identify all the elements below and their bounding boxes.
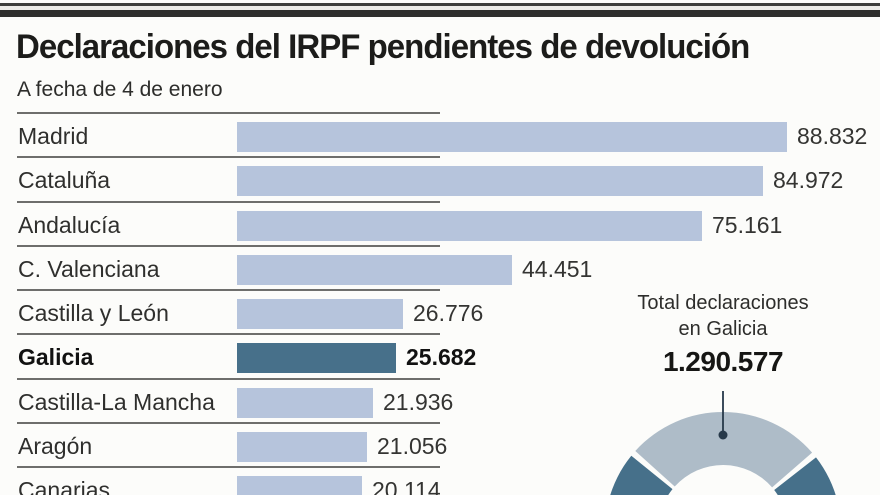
row-label: Galicia: [18, 344, 94, 370]
row-bar: [237, 166, 763, 196]
row-label: Canarias: [18, 477, 111, 495]
bar-row-arag-n: Aragón 21.056: [0, 422, 880, 466]
row-value: 25.682: [406, 344, 477, 370]
row-label: Cataluña: [18, 167, 111, 193]
row-divider: [17, 289, 440, 291]
row-bar: [237, 476, 362, 495]
total-caption-line1: Total declaraciones: [637, 292, 809, 314]
bar-row-galicia: Galicia 25.682: [0, 333, 880, 377]
row-bar: [237, 211, 702, 241]
row-value: 26.776: [413, 300, 484, 326]
row-label: Andalucía: [18, 212, 121, 238]
row-bar: [237, 343, 396, 373]
row-label: Madrid: [18, 123, 89, 149]
row-bar: [237, 388, 373, 418]
galicia-total-panel: Total declaraciones en Galicia 1.290.577: [586, 290, 860, 378]
bar-row-canarias: Canarias 20.114: [0, 466, 880, 495]
row-value: 75.161: [712, 212, 783, 238]
chart-subtitle: A fecha de 4 de enero: [17, 78, 223, 101]
total-value: 1.290.577: [662, 346, 784, 377]
bar-row-madrid: Madrid 88.832: [0, 112, 880, 156]
row-label: Castilla y León: [18, 300, 169, 326]
row-divider: [17, 378, 440, 380]
bar-row-catalu-a: Cataluña 84.972: [0, 156, 880, 200]
bar-row-castilla-la-mancha: Castilla-La Mancha 21.936: [0, 378, 880, 422]
row-value: 44.451: [522, 256, 593, 282]
row-divider: [17, 466, 440, 468]
bar-row-andaluc-a: Andalucía 75.161: [0, 201, 880, 245]
bar-row-castilla-y-le-n: Castilla y León 26.776: [0, 289, 880, 333]
row-bar: [237, 432, 367, 462]
row-label: Aragón: [18, 433, 93, 459]
row-value: 21.936: [383, 389, 454, 415]
row-bar: [237, 122, 787, 152]
total-caption-line2: en Galicia: [678, 318, 768, 340]
row-label: Castilla-La Mancha: [18, 389, 215, 415]
row-value: 88.832: [797, 123, 868, 149]
row-divider: [17, 333, 440, 335]
row-divider: [17, 201, 440, 203]
row-value: 84.972: [773, 167, 844, 193]
row-value: 20.114: [372, 477, 441, 495]
page-title: Declaraciones del IRPF pendientes de dev…: [16, 28, 750, 66]
row-label: C. Valenciana: [18, 256, 160, 282]
top-rule-gap: [0, 6, 880, 10]
top-rule-thick: [0, 10, 880, 17]
row-divider: [17, 245, 440, 247]
row-divider: [17, 156, 440, 158]
row-bar: [237, 299, 403, 329]
row-bar: [237, 255, 512, 285]
row-divider: [17, 422, 440, 424]
top-rule-thin: [0, 3, 880, 6]
row-value: 21.056: [377, 433, 448, 459]
row-divider: [17, 112, 440, 114]
bar-row-c-valenciana: C. Valenciana 44.451: [0, 245, 880, 289]
